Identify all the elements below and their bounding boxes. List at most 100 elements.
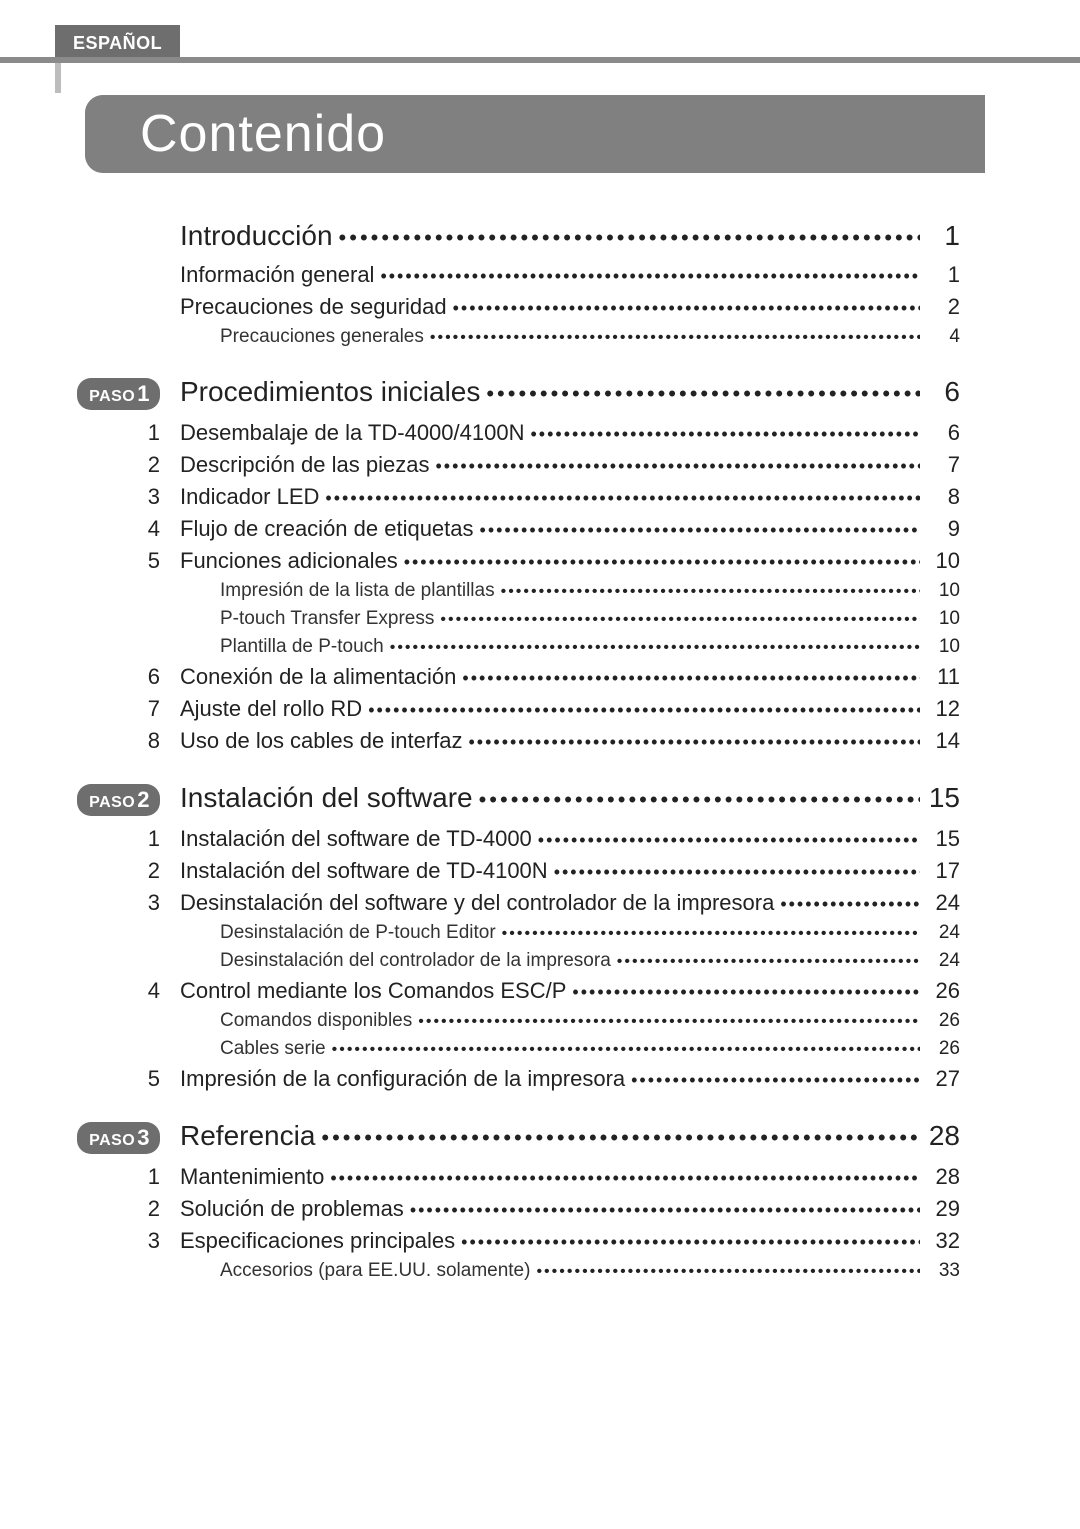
toc-leader: ••••••••••••••••••••••••••••••••••••••••…	[524, 424, 920, 445]
toc-leader: ••••••••••••••••••••••••••••••••••••••••…	[429, 456, 920, 477]
toc-label: Accesorios (para EE.UU. solamente)	[220, 1260, 530, 1282]
toc-num: PASO2	[100, 784, 180, 816]
toc-page: 17	[920, 858, 960, 884]
toc-page: 15	[920, 826, 960, 852]
toc-row-s1-i4: 5Funciones adicionales••••••••••••••••••…	[100, 548, 960, 574]
toc-num: 2	[100, 858, 180, 884]
toc-leader: ••••••••••••••••••••••••••••••••••••••••…	[480, 381, 920, 407]
toc-row-s1-i7: 8Uso de los cables de interfaz••••••••••…	[100, 728, 960, 754]
toc-row-s2-i4: 5Impresión de la configuración de la imp…	[100, 1066, 960, 1092]
toc-row-s3-i0: 1Mantenimiento••••••••••••••••••••••••••…	[100, 1164, 960, 1190]
toc-label: P-touch Transfer Express	[220, 608, 434, 630]
toc-label: Introducción	[180, 220, 333, 252]
toc-label: Ajuste del rollo RD	[180, 696, 362, 722]
toc-label: Funciones adicionales	[180, 548, 398, 574]
toc-row-s1-i4-ss1: P-touch Transfer Express••••••••••••••••…	[100, 608, 960, 630]
toc-row-s1-i2: 3Indicador LED••••••••••••••••••••••••••…	[100, 484, 960, 510]
toc-leader: ••••••••••••••••••••••••••••••••••••••••…	[548, 862, 920, 883]
toc-page: 10	[920, 608, 960, 630]
toc-leader: ••••••••••••••••••••••••••••••••••••••••…	[611, 953, 920, 971]
toc-label: Precauciones de seguridad	[180, 294, 447, 320]
top-rule	[0, 57, 1080, 63]
toc-page: 32	[920, 1228, 960, 1254]
toc-num: 8	[100, 728, 180, 754]
toc-leader: ••••••••••••••••••••••••••••••••••••••••…	[412, 1013, 920, 1031]
toc-row-section-2: PASO2Instalación del software•••••••••••…	[100, 782, 960, 816]
toc-row-s2-i3-ss1: Cables serie••••••••••••••••••••••••••••…	[100, 1038, 960, 1060]
toc-row-s1-i3: 4Flujo de creación de etiquetas•••••••••…	[100, 516, 960, 542]
toc-label: Instalación del software	[180, 782, 473, 814]
toc-page: 28	[920, 1164, 960, 1190]
toc-row-s1-i4-ss2: Plantilla de P-touch••••••••••••••••••••…	[100, 636, 960, 658]
toc-leader: ••••••••••••••••••••••••••••••••••••••••…	[333, 225, 920, 251]
toc-leader: ••••••••••••••••••••••••••••••••••••••••…	[530, 1263, 920, 1281]
toc-page: 1	[920, 220, 960, 252]
toc-num: 2	[100, 452, 180, 478]
toc-num: 5	[100, 548, 180, 574]
toc-row-s1-i4-ss0: Impresión de la lista de plantillas•••••…	[100, 580, 960, 602]
toc-leader: ••••••••••••••••••••••••••••••••••••••••…	[384, 639, 920, 657]
toc-page: 24	[920, 950, 960, 972]
toc-leader: ••••••••••••••••••••••••••••••••••••••••…	[456, 668, 920, 689]
toc-num: 4	[100, 978, 180, 1004]
toc-row-section-0: Introducción••••••••••••••••••••••••••••…	[100, 220, 960, 252]
toc-leader: ••••••••••••••••••••••••••••••••••••••••…	[424, 329, 920, 347]
toc-label: Descripción de las piezas	[180, 452, 429, 478]
toc-page: 33	[920, 1260, 960, 1282]
paso-badge: PASO1	[77, 378, 160, 410]
toc-label: Solución de problemas	[180, 1196, 404, 1222]
toc-label: Especificaciones principales	[180, 1228, 455, 1254]
toc-page: 26	[920, 1010, 960, 1032]
toc-leader: ••••••••••••••••••••••••••••••••••••••••…	[566, 982, 920, 1003]
toc-label: Procedimientos iniciales	[180, 376, 480, 408]
vertical-stub	[55, 63, 61, 93]
toc-row-section-3: PASO3Referencia•••••••••••••••••••••••••…	[100, 1120, 960, 1154]
toc-leader: ••••••••••••••••••••••••••••••••••••••••…	[404, 1200, 920, 1221]
toc-row-s2-i3: 4Control mediante los Comandos ESC/P••••…	[100, 978, 960, 1004]
toc-row-s1-i1: 2Descripción de las piezas••••••••••••••…	[100, 452, 960, 478]
toc-num: 4	[100, 516, 180, 542]
toc-num: 3	[100, 890, 180, 916]
toc-label: Flujo de creación de etiquetas	[180, 516, 474, 542]
toc-label: Mantenimiento	[180, 1164, 324, 1190]
toc-page: 29	[920, 1196, 960, 1222]
toc-label: Conexión de la alimentación	[180, 664, 456, 690]
toc-page: 1	[920, 262, 960, 288]
toc-leader: ••••••••••••••••••••••••••••••••••••••••…	[474, 520, 920, 541]
toc-label: Desinstalación del controlador de la imp…	[220, 950, 611, 972]
toc-label: Desembalaje de la TD-4000/4100N	[180, 420, 524, 446]
toc-page: 26	[920, 1038, 960, 1060]
toc-label: Impresión de la configuración de la impr…	[180, 1066, 625, 1092]
toc-page: 14	[920, 728, 960, 754]
toc-num: 3	[100, 1228, 180, 1254]
toc-label: Impresión de la lista de plantillas	[220, 580, 495, 602]
toc-page: 7	[920, 452, 960, 478]
toc-leader: ••••••••••••••••••••••••••••••••••••••••…	[625, 1070, 920, 1091]
toc-page: 10	[920, 548, 960, 574]
toc-row-section-1: PASO1Procedimientos iniciales•••••••••••…	[100, 376, 960, 410]
toc-leader: ••••••••••••••••••••••••••••••••••••••••…	[324, 1168, 920, 1189]
toc-label: Comandos disponibles	[220, 1010, 412, 1032]
toc-page: 10	[920, 636, 960, 658]
toc-label: Desinstalación del software y del contro…	[180, 890, 774, 916]
toc-page: 6	[920, 420, 960, 446]
toc-leader: ••••••••••••••••••••••••••••••••••••••••…	[463, 732, 921, 753]
toc-leader: ••••••••••••••••••••••••••••••••••••••••…	[532, 830, 920, 851]
toc-leader: ••••••••••••••••••••••••••••••••••••••••…	[319, 488, 920, 509]
toc-page: 9	[920, 516, 960, 542]
toc-leader: ••••••••••••••••••••••••••••••••••••••••…	[473, 787, 920, 813]
toc-leader: ••••••••••••••••••••••••••••••••••••••••…	[434, 611, 920, 629]
toc-label: Control mediante los Comandos ESC/P	[180, 978, 566, 1004]
toc-row-s2-i0: 1Instalación del software de TD-4000••••…	[100, 826, 960, 852]
toc-num: 7	[100, 696, 180, 722]
toc-row-s2-i3-ss0: Comandos disponibles••••••••••••••••••••…	[100, 1010, 960, 1032]
page-title: Contenido	[85, 95, 985, 173]
toc-row-s1-i6: 7Ajuste del rollo RD••••••••••••••••••••…	[100, 696, 960, 722]
toc-page: 27	[920, 1066, 960, 1092]
toc-page: 24	[920, 890, 960, 916]
toc-row-s2-i2-ss1: Desinstalación del controlador de la imp…	[100, 950, 960, 972]
toc-page: 2	[920, 294, 960, 320]
toc-label: Instalación del software de TD-4100N	[180, 858, 548, 884]
toc-row-s1-i5: 6Conexión de la alimentación••••••••••••…	[100, 664, 960, 690]
toc-row-s0-i1: Precauciones de seguridad•••••••••••••••…	[100, 294, 960, 320]
